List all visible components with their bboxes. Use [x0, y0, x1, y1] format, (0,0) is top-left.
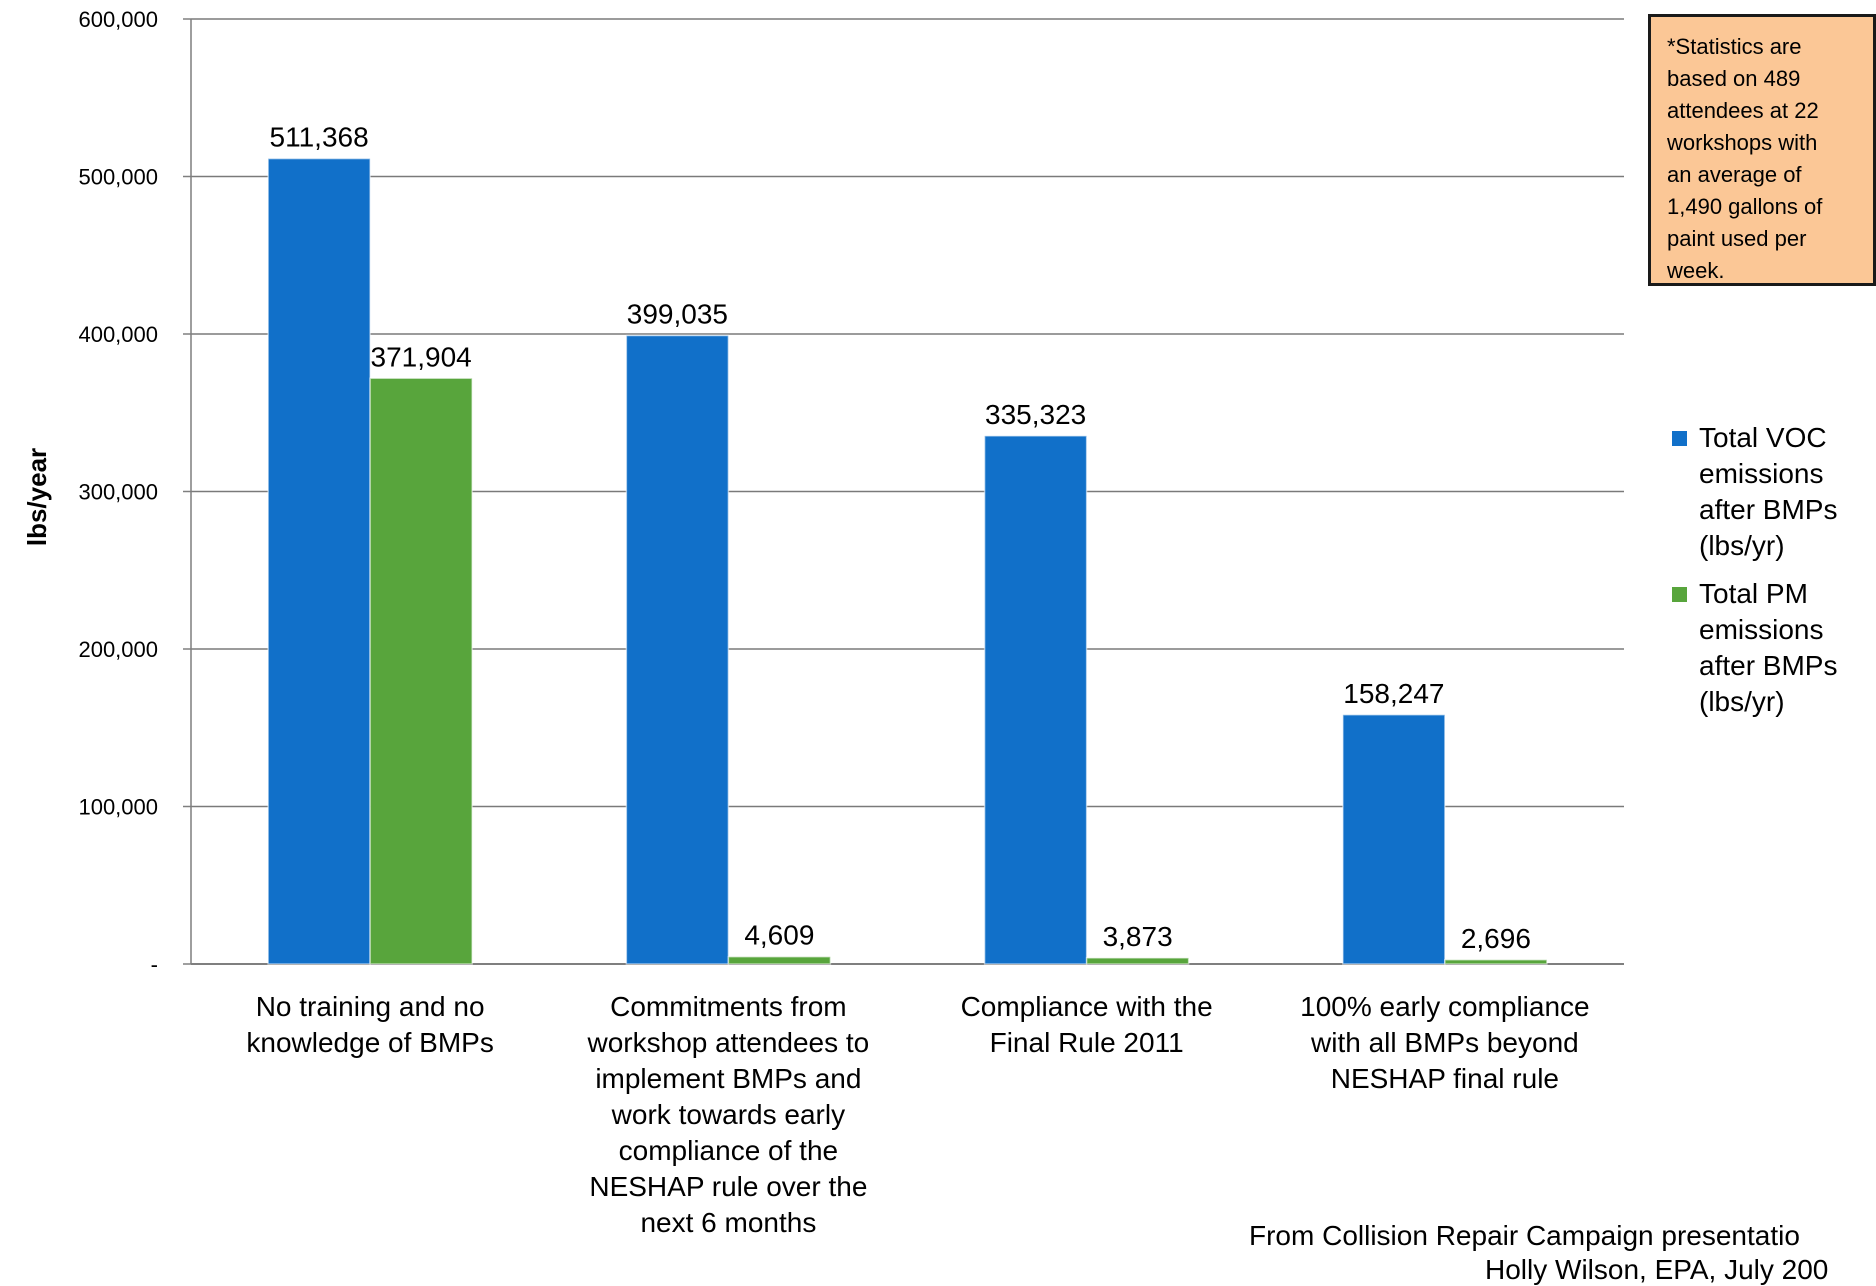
y-tick-label: 200,000 [78, 637, 158, 662]
note-line: 1,490 gallons of [1667, 194, 1823, 219]
legend-swatch-voc [1672, 431, 1687, 446]
y-tick-label: 300,000 [78, 480, 158, 505]
legend-label-line: Total PM [1699, 578, 1808, 609]
source-credit-line2: Holly Wilson, EPA, July 200 [1485, 1254, 1829, 1285]
x-axis-labels: No training and no knowledge of BMPs Commi… [246, 991, 1589, 1238]
x-tick-label: NESHAP final rule [1331, 1063, 1559, 1094]
bar-chart: - 100,000 200,000 300,000 400,000 500,000 600,… [22, 7, 1624, 1238]
bar [369, 377, 473, 965]
data-labels: 511,368 399,035 335,323 158,247 371,904 4,609… [270, 122, 1531, 954]
statistics-note: *Statistics are based on 489 attendees a… [1648, 14, 1876, 286]
legend-label-line: (lbs/yr) [1699, 686, 1785, 717]
bar [1444, 959, 1548, 965]
data-label: 511,368 [270, 122, 369, 153]
source-credit: From Collision Repair Campaign presentat… [1249, 1220, 1800, 1251]
legend-label-line: emissions [1699, 614, 1824, 645]
x-tick-label: workshop attendees to [587, 1027, 870, 1058]
legend-label-line: (lbs/yr) [1699, 530, 1785, 561]
legend-item-voc: Total VOC emissions after BMPs (lbs/yr) [1672, 420, 1876, 564]
note-line: week. [1667, 258, 1725, 283]
legend: Total VOC emissions after BMPs (lbs/yr) … [1672, 420, 1876, 732]
note-line: based on 489 [1667, 66, 1801, 91]
note-line: attendees at 22 [1667, 98, 1819, 123]
data-label: 158,247 [1343, 678, 1444, 709]
data-label: 335,323 [985, 399, 1086, 430]
x-tick-label: No training and no [256, 991, 485, 1022]
x-tick-label: Commitments from [610, 991, 846, 1022]
x-tick-label: work towards early [611, 1099, 845, 1130]
y-tick-label: - [151, 952, 158, 977]
note-line: workshops with [1667, 130, 1818, 155]
y-tick-label: 400,000 [78, 322, 158, 347]
note-line: paint used per [1667, 226, 1807, 251]
x-tick-label: compliance of the [619, 1135, 838, 1166]
legend-label-line: after BMPs [1699, 650, 1838, 681]
legend-label-line: emissions [1699, 458, 1824, 489]
x-tick-label: 100% early compliance [1300, 991, 1590, 1022]
x-tick-label: with all BMPs beyond [1310, 1027, 1579, 1058]
note-line: *Statistics are [1667, 34, 1802, 59]
bar [267, 157, 371, 965]
x-tick-label: Final Rule 2011 [990, 1027, 1184, 1058]
data-label: 4,609 [744, 920, 814, 951]
y-tick-label: 600,000 [78, 7, 158, 32]
x-tick-label: Compliance with the [961, 991, 1213, 1022]
data-label: 399,035 [627, 299, 728, 330]
bar [1085, 957, 1190, 965]
data-label: 3,873 [1103, 921, 1173, 952]
bar [727, 955, 832, 965]
data-label: 2,696 [1461, 923, 1531, 954]
y-tick-label: 100,000 [78, 795, 158, 820]
x-tick-label: next 6 months [640, 1207, 816, 1238]
x-tick-label: NESHAP rule over the [589, 1171, 867, 1202]
bar [983, 435, 1088, 965]
y-axis: - 100,000 200,000 300,000 400,000 500,000 600,… [78, 7, 192, 977]
bar [1342, 714, 1446, 965]
y-tick-label: 500,000 [78, 165, 158, 190]
legend-item-pm: Total PM emissions after BMPs (lbs/yr) [1672, 576, 1876, 720]
bar [625, 334, 730, 965]
legend-label-line: Total VOC [1699, 422, 1827, 453]
x-tick-label: knowledge of BMPs [246, 1027, 493, 1058]
x-tick-label: implement BMPs and [595, 1063, 861, 1094]
legend-label-line: after BMPs [1699, 494, 1838, 525]
data-label: 371,904 [371, 341, 472, 372]
bars [267, 157, 1548, 965]
note-line: an average of [1667, 162, 1802, 187]
legend-swatch-pm [1672, 587, 1687, 602]
y-axis-title: lbs/year [22, 448, 52, 546]
